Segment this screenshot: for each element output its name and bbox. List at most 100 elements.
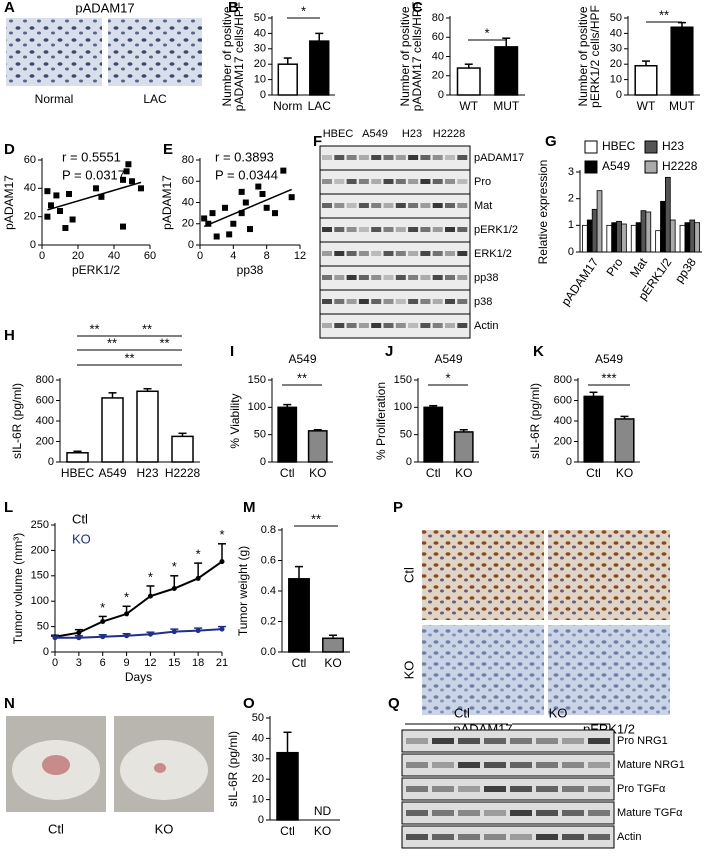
x-tick-label: 21 [216, 657, 228, 669]
y-tick-label: 30 [254, 43, 266, 55]
label: pERK1/2 [474, 224, 518, 236]
band [346, 251, 357, 256]
point [69, 216, 76, 223]
x-axis-label: Days [125, 670, 152, 684]
band [445, 323, 455, 328]
annotation: ND [314, 804, 332, 818]
label: LAC [143, 92, 167, 106]
annotation: P = 0.0344 [215, 167, 278, 182]
x-tick-label: MUT [493, 99, 520, 113]
bar [665, 176, 671, 253]
x-tick-label: 9 [124, 657, 130, 669]
y-tick-label: 400 [554, 415, 572, 427]
bar [679, 224, 686, 253]
band [445, 203, 455, 208]
label: Ctl [401, 567, 416, 583]
band [334, 275, 345, 280]
band [420, 155, 431, 160]
point [230, 220, 237, 227]
band [322, 323, 332, 328]
label: H23 [402, 128, 422, 140]
band [334, 203, 345, 208]
point [209, 210, 216, 217]
y-tick-label: 3 [568, 166, 574, 178]
y-tick-label: 30 [252, 753, 264, 765]
y-tick-label: 10 [252, 794, 264, 806]
band [432, 834, 454, 840]
bar [655, 230, 661, 253]
bar [582, 224, 588, 253]
annotation: P = 0.0317 [62, 167, 125, 182]
bar [322, 637, 344, 653]
x-tick-label: H23 [136, 466, 158, 480]
panel-letter: B [228, 0, 239, 16]
band [371, 299, 382, 304]
point [226, 231, 233, 238]
band [432, 810, 454, 816]
band [383, 275, 394, 280]
bar [635, 222, 642, 253]
bar [660, 200, 666, 253]
y-tick-label: 50 [252, 712, 264, 724]
y-tick-label: 80 [432, 12, 444, 24]
panel-letter: N [4, 695, 15, 712]
label: Mat [474, 200, 492, 212]
band [371, 251, 382, 256]
y-axis-label: sIL-6R (pg/ml) [10, 383, 24, 459]
band [562, 834, 584, 840]
band [420, 251, 431, 256]
bar [494, 46, 519, 96]
x-tick-label: Ctl [586, 466, 601, 480]
marker [195, 575, 201, 581]
bar [670, 26, 694, 96]
panel-letter: Q [388, 695, 400, 712]
band [458, 738, 480, 744]
band [457, 299, 468, 304]
point [44, 213, 51, 220]
legend-swatch [584, 140, 598, 154]
line [55, 628, 223, 639]
band [408, 227, 419, 232]
band [358, 203, 369, 208]
band [334, 179, 345, 184]
x-tick-label: 8 [264, 250, 270, 262]
x-tick-label: Norm [273, 99, 302, 113]
band [408, 251, 419, 256]
y-axis-label: % Proliferation [374, 382, 388, 460]
band [322, 179, 332, 184]
panel-letter: O [243, 695, 255, 712]
legend-label: Ctl [72, 511, 88, 526]
y-tick-label: 20 [432, 70, 444, 82]
band [371, 227, 382, 232]
bar [171, 435, 194, 463]
bar [591, 208, 598, 253]
point [205, 220, 212, 227]
marker [100, 634, 106, 640]
blot [401, 777, 615, 801]
x-tick-label: Mat [627, 255, 650, 280]
panel-letter: E [163, 141, 173, 158]
annotation: * [196, 547, 201, 562]
band [484, 810, 506, 816]
band [358, 275, 369, 280]
panel-letter: F [313, 133, 322, 150]
band [408, 179, 419, 184]
x-tick-label: LAC [308, 99, 332, 113]
y-tick-label: 10 [610, 74, 622, 86]
micrograph [422, 625, 544, 715]
y-tick-label: 1 [568, 219, 574, 231]
y-tick-label: 800 [36, 374, 54, 386]
band [371, 203, 382, 208]
x-tick-label: Ctl [426, 466, 441, 480]
band [484, 786, 506, 792]
y-tick-label: 150 [31, 570, 49, 582]
band [408, 155, 419, 160]
annotation: *** [601, 370, 616, 385]
y-axis-label: pADAM17 cells/HPF [410, 2, 424, 111]
bar [669, 219, 676, 253]
band [358, 179, 369, 184]
bar [453, 431, 474, 463]
y-tick-label: 40 [182, 196, 194, 208]
legend-label: H2228 [662, 159, 698, 173]
band [562, 786, 584, 792]
